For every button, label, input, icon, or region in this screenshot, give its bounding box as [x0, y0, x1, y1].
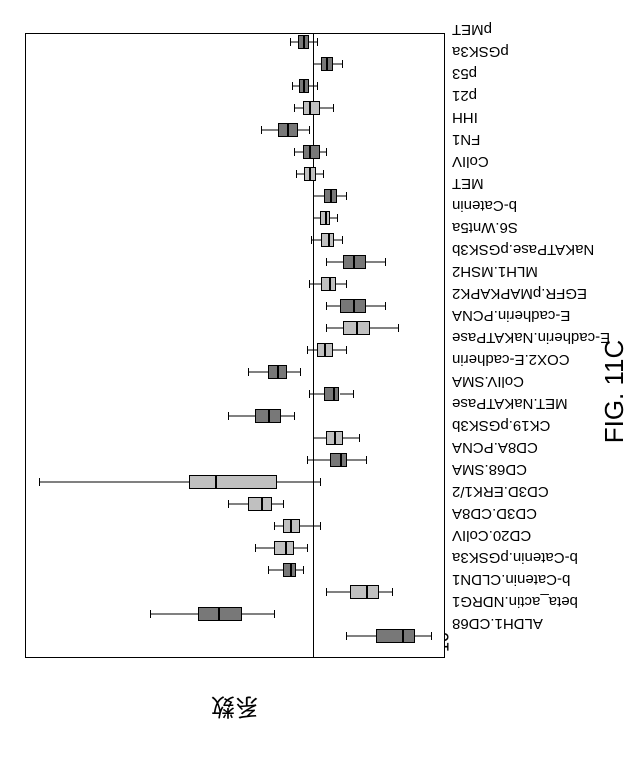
boxplot-group	[26, 629, 444, 643]
x-tick: p53	[452, 65, 477, 82]
x-tick: CD8A.PCNA	[452, 439, 538, 456]
x-tick: pGSK3a	[452, 43, 509, 60]
box	[324, 387, 340, 401]
x-tick: EGFR.pMAPKAPK2	[452, 285, 587, 302]
boxplot-group	[26, 211, 444, 225]
boxplot-group	[26, 233, 444, 247]
boxplot-chart	[25, 33, 445, 658]
boxplot-group	[26, 541, 444, 555]
x-tick: E-cadherin.PCNA	[452, 307, 570, 324]
boxplot-group	[26, 277, 444, 291]
boxplot-group	[26, 35, 444, 49]
x-tick: b-Catenin.pGSK3a	[452, 549, 578, 566]
boxplot-group	[26, 189, 444, 203]
boxplot-group	[26, 497, 444, 511]
boxplot-group	[26, 365, 444, 379]
boxplot-group	[26, 255, 444, 269]
x-tick: b-Catenin	[452, 197, 517, 214]
box	[350, 585, 379, 599]
boxplot-group	[26, 79, 444, 93]
box	[189, 475, 277, 489]
x-tick: S6.Wnt5a	[452, 219, 518, 236]
figure-caption: FIG. 11C	[599, 340, 630, 444]
x-tick: CD20.ColIV	[452, 527, 531, 544]
x-tick: ALDH1.CD68	[452, 615, 543, 632]
x-tick: CD3D.ERK1/2	[452, 483, 549, 500]
boxplot-group	[26, 431, 444, 445]
x-tick: CD68.SMA	[452, 461, 527, 478]
x-tick: ColIV.SMA	[452, 373, 524, 390]
boxplot-group	[26, 101, 444, 115]
boxplot-group	[26, 387, 444, 401]
y-axis-label: 系数	[211, 692, 259, 727]
boxplot-group	[26, 607, 444, 621]
x-tick: NaKATPase.pGSK3b	[452, 241, 594, 258]
box	[248, 497, 272, 511]
box	[376, 629, 415, 643]
boxplot-group	[26, 519, 444, 533]
x-tick: b-Catenin.CLDN1	[452, 571, 570, 588]
x-tick: COX2.E-cadherin	[452, 351, 570, 368]
figure: 系数 -10-505101520 ALDH1.CD68beta_actin.ND…	[0, 0, 640, 783]
boxplot-group	[26, 167, 444, 181]
boxplot-group	[26, 409, 444, 423]
boxplot-group	[26, 563, 444, 577]
x-tick: MLH1.MSH2	[452, 263, 538, 280]
boxplot-group	[26, 57, 444, 71]
boxplot-group	[26, 299, 444, 313]
x-tick: beta_actin.NDRG1	[452, 593, 578, 610]
x-tick: IHH	[452, 109, 478, 126]
x-tick: FN1	[452, 131, 480, 148]
boxplot-group	[26, 321, 444, 335]
boxplot-group	[26, 453, 444, 467]
boxplot-group	[26, 475, 444, 489]
x-tick: E-cadherin.NaKATPase	[452, 329, 610, 346]
x-tick: p21	[452, 87, 477, 104]
x-tick: ColIV	[452, 153, 489, 170]
x-tick: MET	[452, 175, 484, 192]
x-tick: pMET	[452, 21, 492, 38]
boxplot-group	[26, 343, 444, 357]
x-tick: CD3D.CD8A	[452, 505, 537, 522]
rotation-wrapper: 系数 -10-505101520 ALDH1.CD68beta_actin.ND…	[0, 143, 640, 783]
boxplot-group	[26, 145, 444, 159]
boxplot-group	[26, 585, 444, 599]
x-tick: CK19.pGSK3b	[452, 417, 550, 434]
x-tick: MET.NaKATPase	[452, 395, 568, 412]
boxplot-group	[26, 123, 444, 137]
